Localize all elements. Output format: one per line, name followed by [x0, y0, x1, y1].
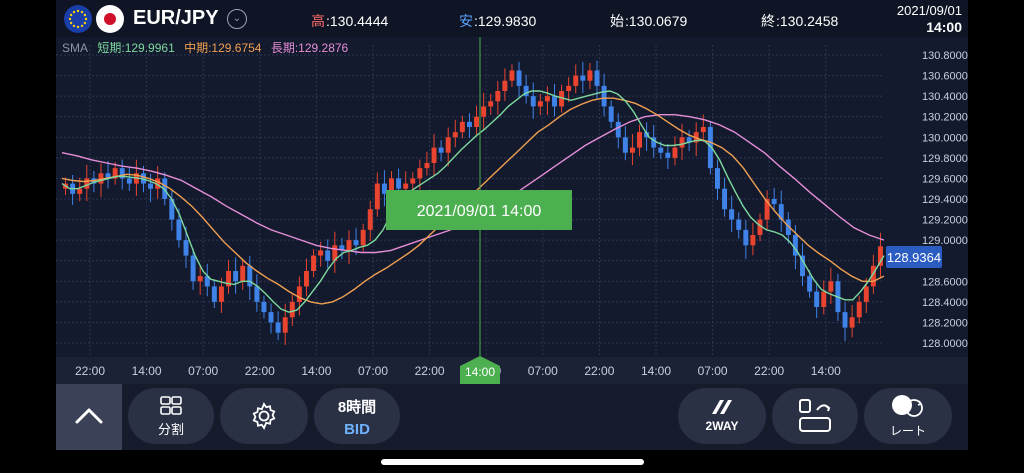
swap-icon	[799, 399, 831, 432]
low-value: :129.9830	[474, 13, 537, 29]
sma-short: 短期:129.9961	[97, 41, 175, 55]
sma-label: SMA	[62, 41, 89, 55]
interval-label: 8時間	[337, 399, 377, 416]
high-price: 高:130.4444	[311, 11, 388, 31]
twoway-icon	[712, 400, 732, 414]
split-label: 分割	[157, 422, 184, 437]
interval-bid-button[interactable]: 8時間 BID	[314, 388, 400, 444]
bottom-toolbar: 分割 8時間 BID 2WAY	[56, 384, 968, 450]
chart-header: EUR/JPY ⌄ 高:130.4444 安:129.9830 始:130.06…	[56, 0, 968, 37]
rate-icon	[892, 395, 923, 417]
low-label: 安	[459, 13, 473, 29]
gear-icon	[252, 402, 276, 430]
close-label: 終	[761, 13, 775, 29]
sma-long: 長期:129.2876	[270, 41, 349, 55]
high-label: 高	[311, 13, 325, 29]
close-price: 終:130.2458	[761, 11, 838, 31]
grid-icon	[160, 396, 182, 415]
close-value: :130.2458	[776, 13, 839, 29]
bid-label: BID	[344, 421, 370, 438]
home-indicator	[381, 459, 644, 465]
low-price: 安:129.9830	[459, 11, 536, 31]
header-time: 14:00	[926, 19, 962, 35]
open-price: 始:130.0679	[610, 11, 687, 31]
chevron-down-icon[interactable]: ⌄	[227, 9, 247, 29]
sma-legend: SMA 短期:129.9961 中期:129.6754 長期:129.2876	[62, 39, 354, 56]
header-date: 2021/09/01	[896, 3, 962, 18]
twoway-button[interactable]: 2WAY	[678, 388, 766, 444]
x-axis-strip	[56, 357, 968, 384]
chevron-up-icon	[75, 408, 103, 424]
swap-layout-button[interactable]	[772, 388, 858, 444]
header-datetime: 2021/09/01 14:00	[897, 2, 962, 36]
currency-pair-title[interactable]: EUR/JPY	[133, 7, 219, 29]
open-label: 始	[610, 13, 624, 29]
rate-button[interactable]: レート	[864, 388, 952, 444]
collapse-up-button[interactable]	[56, 384, 122, 450]
high-value: :130.4444	[326, 13, 389, 29]
sma-mid: 中期:129.6754	[184, 41, 262, 55]
twoway-label: 2WAY	[705, 419, 739, 433]
open-value: :130.0679	[625, 13, 688, 29]
eu-flag-icon	[64, 5, 92, 33]
split-button[interactable]: 分割	[128, 388, 214, 444]
price-chart[interactable]	[56, 37, 968, 384]
jp-flag-icon	[96, 5, 124, 33]
settings-button[interactable]	[220, 388, 308, 444]
rate-label: レート	[889, 424, 926, 438]
